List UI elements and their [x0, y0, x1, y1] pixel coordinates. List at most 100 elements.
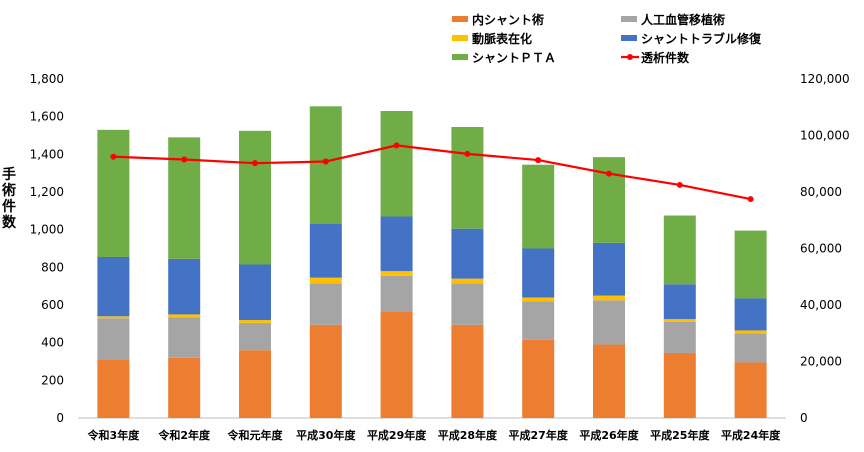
y-tick-label: 0: [56, 411, 64, 425]
line-point: [464, 150, 471, 157]
y-tick-label: 1,600: [30, 110, 64, 124]
line-point: [676, 181, 683, 188]
bar-segment-3: [309, 224, 342, 278]
x-category-label: 平成25年度: [650, 428, 710, 442]
bar-segment-1: [522, 301, 555, 340]
bar-segment-2: [451, 278, 484, 284]
y-axis-ticks: 0 200 400 600 800 1,000 1,200 1,400 1,600 1,800: [30, 72, 64, 425]
x-category-label: 平成29年度: [367, 428, 427, 442]
line-point: [535, 157, 542, 164]
bar-segment-0: [239, 350, 271, 418]
bars: [97, 106, 767, 418]
x-category-label: 平成27年度: [509, 428, 569, 442]
x-category-label: 平成30年度: [296, 428, 356, 442]
y2-tick-label: 20,000: [800, 355, 842, 369]
bar-segment-3: [97, 256, 130, 317]
bar-segment-1: [97, 318, 130, 360]
bar-segment-1: [593, 300, 625, 345]
x-category-label: 平成24年度: [721, 428, 781, 442]
bar-segment-2: [239, 320, 271, 323]
bar-segment-2: [663, 319, 696, 322]
bar-segment-1: [734, 333, 767, 363]
x-category-label: 平成28年度: [438, 428, 498, 442]
bar-segment-2: [309, 277, 342, 284]
bar-segment-1: [309, 283, 342, 325]
bar-segment-4: [663, 215, 696, 285]
x-category-label: 令和元年度: [227, 428, 284, 442]
y2-tick-label: 60,000: [800, 242, 842, 256]
bar-segment-1: [663, 321, 696, 354]
bar-segment-0: [168, 357, 201, 418]
y2-axis-ticks: 0 20,000 40,000 60,000 80,000 100,000 120,000: [800, 72, 850, 425]
bar-segment-3: [451, 228, 484, 279]
bar-segment-0: [380, 311, 413, 418]
legend-label: シャントトラブル修復: [641, 31, 762, 46]
bar-segment-0: [522, 339, 555, 418]
y-tick-label: 1,200: [30, 185, 64, 199]
bar-segment-2: [97, 316, 130, 319]
bar-segment-4: [168, 137, 201, 259]
legend-swatch: [452, 35, 468, 41]
bar-segment-3: [380, 216, 413, 272]
line-point: [393, 142, 400, 149]
bar-segment-4: [734, 230, 767, 299]
legend-swatch: [621, 16, 637, 22]
y-tick-label: 400: [41, 336, 64, 350]
bar-segment-0: [97, 359, 130, 418]
bar-segment-1: [451, 283, 484, 325]
bar-segment-4: [522, 164, 555, 249]
line-point: [110, 153, 117, 160]
bar-segment-2: [734, 330, 767, 334]
bar-segment-1: [168, 317, 201, 358]
bar-segment-0: [451, 324, 484, 418]
x-category-label: 令和2年度: [157, 428, 211, 442]
y-tick-label: 1,000: [30, 223, 64, 237]
x-category-label: 平成26年度: [579, 428, 639, 442]
x-axis-categories: 令和3年度 令和2年度 令和元年度 平成30年度 平成29年度 平成28年度 平成27年度平…: [87, 428, 782, 442]
y2-tick-label: 80,000: [800, 185, 842, 199]
bar-segment-0: [309, 324, 342, 418]
legend-swatch-marker: [627, 54, 633, 60]
bar-segment-2: [593, 295, 625, 301]
bar-segment-3: [663, 284, 696, 320]
bar-segment-3: [168, 258, 201, 315]
bar-segment-3: [593, 242, 625, 296]
line-series: [110, 142, 754, 203]
bar-segment-1: [239, 322, 271, 351]
bar-segment-4: [239, 130, 271, 265]
bar-segment-4: [380, 111, 413, 217]
y-tick-label: 600: [41, 298, 64, 312]
bar-segment-3: [522, 248, 555, 298]
y2-tick-label: 100,000: [800, 129, 850, 143]
bar-segment-4: [97, 129, 130, 257]
x-category-label: 令和3年度: [87, 428, 141, 442]
bar-segment-3: [734, 298, 767, 331]
line-point: [322, 158, 329, 165]
line-point: [252, 160, 258, 167]
bar-segment-3: [239, 264, 271, 321]
y2-tick-label: 40,000: [800, 298, 842, 312]
bar-segment-1: [380, 275, 413, 312]
bar-segment-2: [522, 297, 555, 302]
legend-swatch: [621, 35, 637, 41]
legend-label: 透析件数: [641, 50, 690, 65]
y2-tick-label: 0: [800, 411, 808, 425]
bar-segment-4: [593, 157, 625, 243]
bar-segment-2: [168, 314, 201, 318]
bar-segment-0: [663, 353, 696, 418]
y-tick-label: 1,800: [30, 72, 64, 86]
line-point: [181, 156, 188, 163]
legend-swatch: [452, 16, 468, 22]
legend-label: 内シャント術: [472, 12, 544, 27]
bar-segment-0: [734, 362, 767, 418]
y-axis-label: 手術件数: [1, 166, 17, 231]
bar-segment-0: [593, 344, 625, 418]
y-tick-label: 1,400: [30, 147, 64, 161]
legend-label: シャントＰＴＡ: [472, 51, 556, 65]
line-point: [747, 196, 754, 203]
bar-segment-4: [309, 106, 342, 225]
y-tick-label: 800: [41, 260, 64, 274]
line-path: [113, 144, 751, 201]
